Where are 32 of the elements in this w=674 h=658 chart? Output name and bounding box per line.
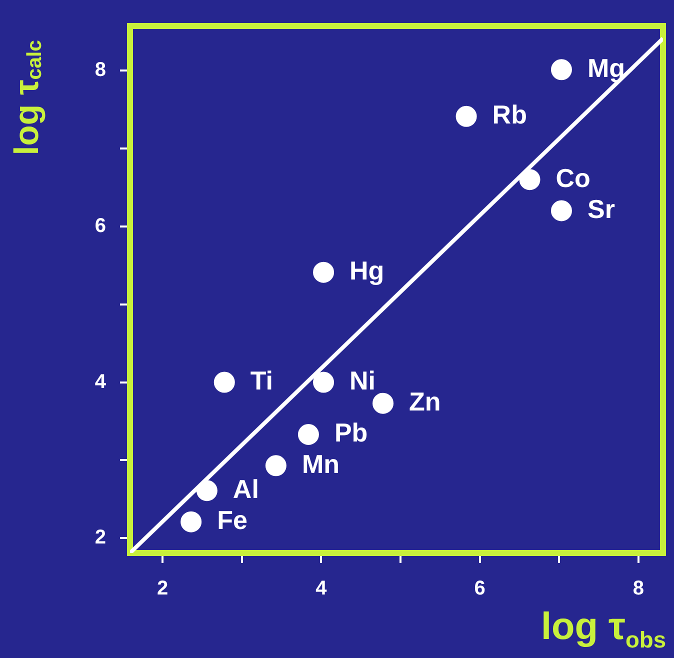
point (196, 480, 218, 502)
y-tick-label: 4 (94, 370, 107, 393)
annotation: Rb (492, 100, 527, 130)
point (519, 169, 540, 190)
point (550, 200, 572, 222)
point (214, 372, 235, 393)
x-axis-title: log τ$_{obs}$ (540, 606, 666, 654)
point (313, 372, 334, 393)
point (456, 106, 477, 127)
x-tick-label: 2 (156, 578, 168, 600)
annotation: Mn (302, 448, 340, 479)
point (550, 59, 572, 80)
x-tick-label: 8 (632, 578, 644, 600)
point (298, 424, 319, 446)
point (265, 455, 286, 476)
annotation: Al (232, 474, 259, 504)
annotation: Fe (217, 504, 248, 535)
annotation: Pb (334, 418, 368, 448)
annotation: Ti (250, 365, 274, 396)
y-tick-label: 6 (94, 214, 106, 237)
annotation: Co (556, 162, 590, 193)
x-tick-label: 6 (474, 578, 486, 600)
point (313, 262, 334, 283)
annotation: Zn (409, 386, 441, 416)
point (180, 511, 202, 532)
point (372, 392, 394, 414)
y-tick-label: 2 (94, 526, 106, 549)
y-tick-label: 8 (94, 58, 106, 81)
annotation: Sr (587, 194, 615, 224)
annotation: Hg (350, 256, 384, 286)
annotation: Ni (350, 365, 376, 396)
x-tick-label: 4 (316, 578, 328, 600)
